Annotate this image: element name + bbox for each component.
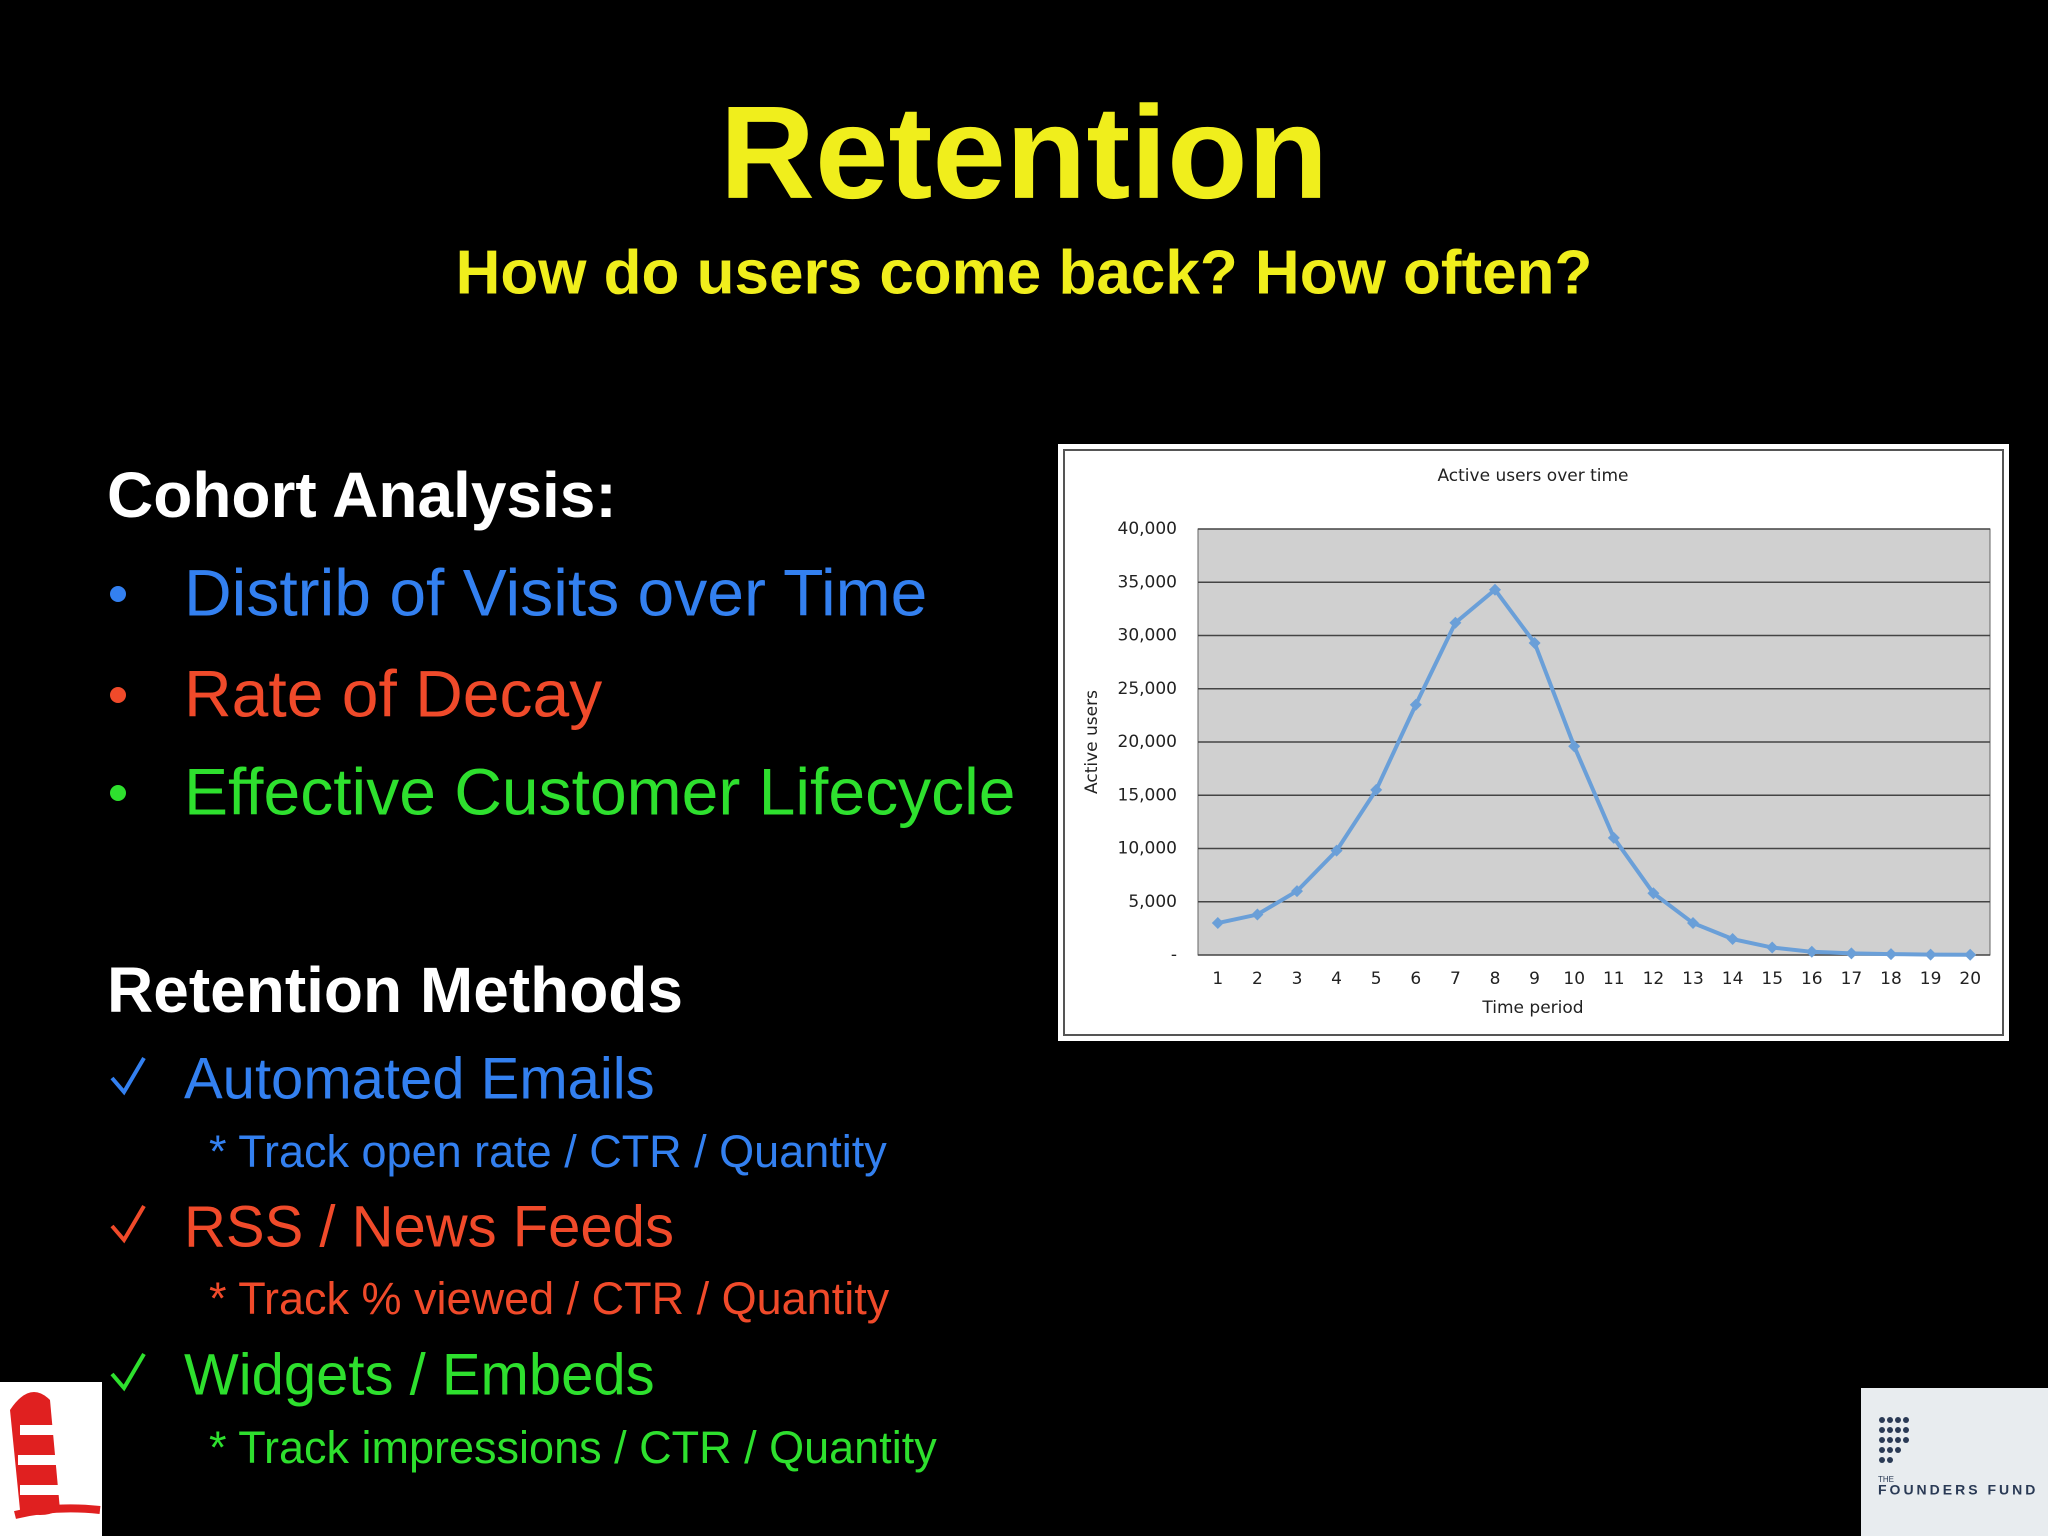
x-tick-label: 17 — [1841, 969, 1863, 989]
hat-brim — [14, 1504, 101, 1519]
check — [110, 1204, 146, 1244]
y-axis-label: Active users — [1082, 690, 1102, 794]
heading: Cohort Analysis: — [107, 459, 617, 531]
item-detail: * Track % viewed / CTR / Quantity — [209, 1273, 890, 1324]
point — [1449, 616, 1462, 629]
bullet-text: Distrib of Visits over Time — [184, 555, 927, 629]
x-tick-label: 8 — [1490, 969, 1501, 989]
item-text: Automated Emails — [184, 1046, 655, 1111]
x-tick-label: 1 — [1212, 969, 1223, 989]
point — [1805, 945, 1818, 958]
bullet — [110, 687, 126, 703]
x-tick-label: 5 — [1371, 969, 1382, 989]
subtitle: How do users come back? How often? — [456, 238, 1593, 307]
chart: Active users over time Time period Activ… — [1058, 444, 2009, 1041]
check — [110, 1056, 146, 1096]
x-axis-label: Time period — [1481, 998, 1583, 1018]
hat-logo — [0, 1382, 102, 1536]
y-tick-label: 35,000 — [1118, 572, 1177, 592]
x-tick-label: 18 — [1880, 969, 1902, 989]
x-tick-label: 10 — [1563, 969, 1585, 989]
y-tick-label: 25,000 — [1118, 679, 1177, 699]
item-text: RSS / News Feeds — [184, 1194, 674, 1259]
y-tick-label: 15,000 — [1118, 785, 1177, 805]
y-tick-label: 5,000 — [1128, 892, 1177, 912]
point — [1330, 844, 1343, 857]
x-tick-label: 13 — [1682, 969, 1704, 989]
point — [1607, 831, 1620, 844]
y-tick-label: 40,000 — [1118, 519, 1177, 539]
point — [1568, 740, 1581, 753]
y-tick-label: 10,000 — [1118, 839, 1177, 859]
title: Retention — [720, 79, 1329, 226]
item-detail: * Track impressions / CTR / Quantity — [209, 1422, 937, 1473]
founders-logo: THE FOUNDERS FUND — [1861, 1388, 2048, 1536]
logo-dots — [1879, 1417, 1909, 1463]
point — [1766, 941, 1779, 954]
x-tick-label: 3 — [1292, 969, 1303, 989]
x-tick-label: 2 — [1252, 969, 1263, 989]
x-tick-label: 20 — [1959, 969, 1981, 989]
point — [1726, 933, 1739, 946]
bullet — [110, 586, 126, 602]
point — [1370, 783, 1383, 796]
point — [1291, 885, 1303, 898]
check — [110, 1352, 146, 1392]
x-tick-label: 9 — [1529, 969, 1540, 989]
logo-name: FOUNDERS FUND — [1878, 1482, 2038, 1498]
point — [1845, 947, 1858, 960]
y-tick-label: 20,000 — [1118, 732, 1177, 752]
x-tick-label: 4 — [1331, 969, 1342, 989]
item-detail: * Track open rate / CTR / Quantity — [209, 1126, 887, 1177]
x-tick-label: 14 — [1722, 969, 1744, 989]
item-text: Widgets / Embeds — [184, 1342, 655, 1407]
point — [1687, 917, 1699, 930]
chart-title: Active users over time — [1437, 466, 1628, 486]
hat-stripes — [18, 1425, 62, 1495]
point — [1885, 948, 1897, 961]
x-tick-label: 6 — [1410, 969, 1421, 989]
point — [1251, 908, 1264, 921]
logo-small: THE — [1878, 1475, 1894, 1484]
series-line — [1217, 586, 1971, 957]
point — [1528, 636, 1541, 649]
x-tick-label: 7 — [1450, 969, 1461, 989]
point — [1409, 698, 1422, 711]
chart-border — [1063, 449, 2004, 1036]
bullet-text: Effective Customer Lifecycle — [184, 754, 1015, 828]
y-tick-label: 30,000 — [1118, 626, 1177, 646]
point — [1211, 917, 1224, 930]
point — [1924, 948, 1937, 961]
x-tick-label: 11 — [1603, 969, 1625, 989]
point — [1964, 948, 1977, 961]
hat — [10, 1392, 60, 1515]
x-tick-label: 12 — [1643, 969, 1665, 989]
y-tick-label: - — [1171, 945, 1177, 965]
bullet — [110, 785, 126, 801]
heading: Retention Methods — [107, 954, 683, 1026]
x-tick-label: 15 — [1761, 969, 1783, 989]
bullet-text: Rate of Decay — [184, 656, 602, 730]
point — [1489, 583, 1501, 596]
x-tick-label: 19 — [1920, 969, 1942, 989]
x-tick-label: 16 — [1801, 969, 1823, 989]
point — [1647, 887, 1660, 900]
